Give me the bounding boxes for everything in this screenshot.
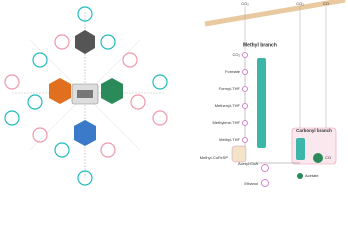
step-label: Formyl-THF xyxy=(219,86,241,91)
membrane xyxy=(204,0,346,27)
module-circle xyxy=(32,52,48,68)
step-label: Methyl-CoFeSP xyxy=(200,155,229,160)
module-circle xyxy=(54,34,70,50)
input-label: CO xyxy=(323,1,329,6)
node xyxy=(261,164,269,172)
hub-icon xyxy=(77,90,93,98)
module-circle xyxy=(152,74,168,90)
hexagon xyxy=(101,78,123,104)
module-circle xyxy=(100,34,116,50)
step-label: Formate xyxy=(225,69,241,74)
connector xyxy=(29,39,141,151)
step-label: Methylene-THF xyxy=(212,120,240,125)
module-circle xyxy=(152,110,168,126)
hexagon xyxy=(49,78,71,104)
node xyxy=(242,103,248,109)
branch-title: Carbonyl branch xyxy=(296,128,332,133)
module-circle xyxy=(77,170,93,186)
node xyxy=(242,86,248,92)
module-circle xyxy=(130,94,146,110)
product-label: Ethanol xyxy=(244,181,258,186)
node xyxy=(242,69,248,75)
module-circle xyxy=(122,52,138,68)
module-circle xyxy=(4,74,20,90)
step-label: CO xyxy=(325,155,331,160)
module-circle xyxy=(77,6,93,22)
product-label: Acetyl-CoA xyxy=(238,161,258,166)
step-label: CO₂ xyxy=(232,52,240,57)
protein xyxy=(231,145,247,163)
module-circle xyxy=(32,127,48,143)
node xyxy=(242,52,248,58)
hexagon xyxy=(74,120,96,146)
page: {"right": { "inputs": ["CO₂", "CO₂", "CO… xyxy=(4,0,346,187)
enzyme-bar xyxy=(257,58,266,148)
right-panel: CO₂ CO₂ CO Methyl branch CO₂ Formate For… xyxy=(200,0,346,187)
module-circle xyxy=(100,142,116,158)
hexagon xyxy=(75,30,95,54)
node xyxy=(297,173,303,179)
module-circle xyxy=(54,142,70,158)
figure: CO₂ CO₂ CO Methyl branch CO₂ Formate For… xyxy=(4,0,346,187)
module-circle xyxy=(4,110,20,126)
step-label: Methyl-THF xyxy=(219,137,240,142)
enzyme-bar xyxy=(296,138,305,160)
node xyxy=(261,179,269,187)
step-label: Methenyl-THF xyxy=(215,103,241,108)
input-label: CO₂ xyxy=(296,1,304,6)
module-circle xyxy=(27,94,43,110)
branch-title: Methyl branch xyxy=(243,42,277,48)
connector xyxy=(29,39,141,151)
input-label: CO₂ xyxy=(241,1,249,6)
left-panel xyxy=(4,6,168,186)
node xyxy=(242,137,248,143)
node xyxy=(242,120,248,126)
node xyxy=(313,153,323,163)
product-label: Acetate xyxy=(305,173,319,178)
